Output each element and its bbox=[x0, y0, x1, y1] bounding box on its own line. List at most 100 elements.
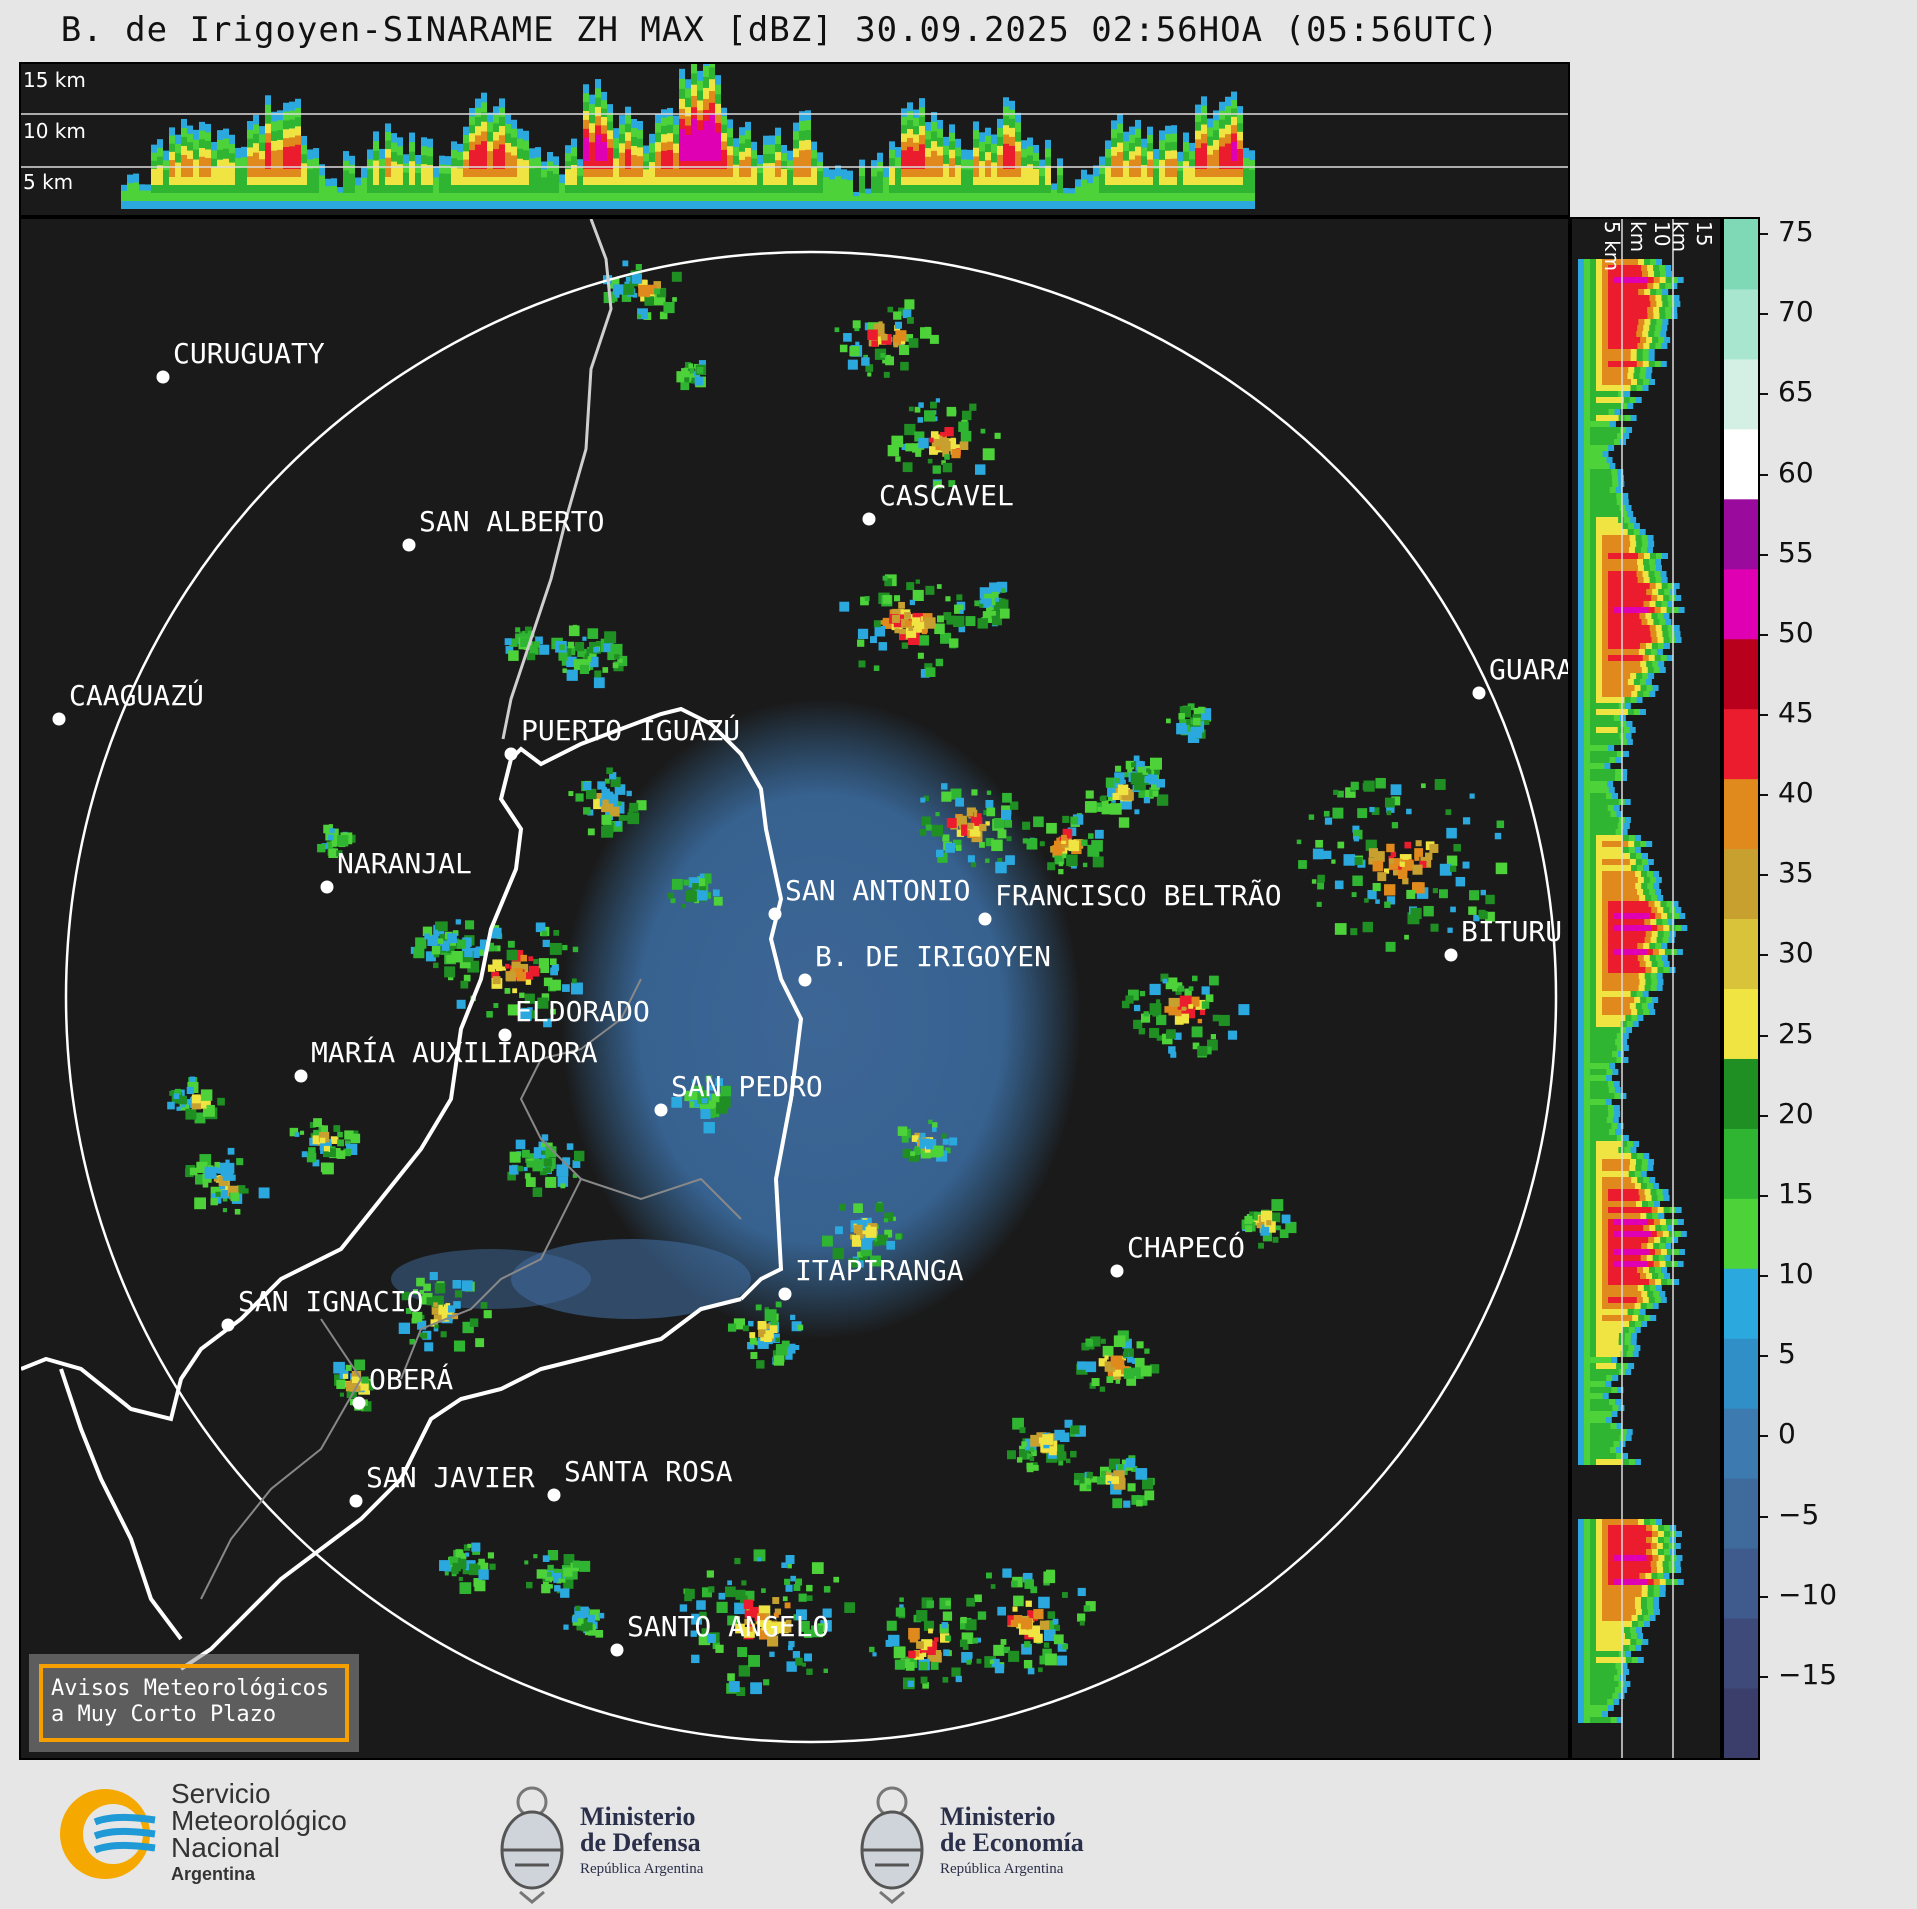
city-dot-icon bbox=[352, 1396, 366, 1410]
colorbar-segment bbox=[1724, 358, 1758, 430]
colorbar-segment bbox=[1724, 498, 1758, 570]
city-label: NARANJAL bbox=[337, 847, 472, 880]
colorbar-segment bbox=[1724, 1338, 1758, 1409]
warning-line-2: a Muy Corto Plazo bbox=[51, 1702, 277, 1727]
city-dot-icon bbox=[654, 1103, 668, 1117]
city-dot-icon bbox=[862, 512, 876, 526]
city-label: SANTA ROSA bbox=[564, 1455, 733, 1488]
city-label: ELDORADO bbox=[515, 995, 650, 1028]
colorbar-tick-label: 55 bbox=[1778, 535, 1814, 569]
smn-emblem-icon bbox=[60, 1789, 156, 1879]
corrientes-border bbox=[59, 1368, 183, 1641]
side-cross-section-echoes bbox=[1578, 219, 1688, 1758]
chart-title: B. de Irigoyen-SINARAME ZH MAX [dBZ] 30.… bbox=[60, 10, 1500, 50]
colorbar-tick-label: 20 bbox=[1778, 1096, 1814, 1130]
colorbar-tick-label: 35 bbox=[1778, 856, 1814, 890]
city-label: OBERÁ bbox=[369, 1363, 454, 1396]
city-label: SAN ALBERTO bbox=[419, 505, 605, 538]
colorbar-segment bbox=[1724, 848, 1758, 920]
colorbar-segment bbox=[1724, 708, 1758, 780]
city-label: PUERTO IGUAZÚ bbox=[521, 714, 741, 747]
city-dot-icon bbox=[320, 880, 334, 894]
city-dot-icon bbox=[1110, 1264, 1124, 1278]
brazil-border bbox=[509, 706, 804, 1301]
side-cross-section-panel: 5 km 10 km 15 km bbox=[1570, 217, 1722, 1760]
side-alt-10km: 10 km bbox=[1626, 221, 1674, 253]
colorbar-segment bbox=[1724, 918, 1758, 989]
city-label: CHAPECÓ bbox=[1127, 1231, 1246, 1264]
colorbar-segment bbox=[1724, 568, 1758, 640]
uruguay-river-border bbox=[179, 1297, 742, 1671]
city-dot-icon bbox=[156, 370, 170, 384]
range-ring bbox=[64, 250, 1558, 1744]
colorbar-tick-label: −5 bbox=[1778, 1497, 1820, 1531]
city-label: CURUGUATY bbox=[173, 337, 325, 370]
city-label: SAN IGNACIO bbox=[238, 1285, 424, 1318]
city-label: B. DE IRIGOYEN bbox=[815, 940, 1052, 973]
colorbar-tick-label: −15 bbox=[1778, 1657, 1838, 1691]
defensa-logo: Ministerio de Defensa República Argentin… bbox=[495, 1780, 703, 1905]
city-dot-icon bbox=[610, 1643, 624, 1657]
colorbar-segment bbox=[1724, 988, 1758, 1059]
city-label: MARÍA AUXILIADORA bbox=[311, 1036, 598, 1069]
colorbar-segment bbox=[1724, 1618, 1758, 1689]
warning-box[interactable]: Avisos Meteorológicos a Muy Corto Plazo bbox=[29, 1654, 359, 1752]
top-cross-section-panel: 15 km 10 km 5 km bbox=[19, 62, 1570, 217]
colorbar-segment bbox=[1724, 1478, 1758, 1549]
radar-map[interactable]: CURUGUATY SAN ALBERTO CAAGUAZÚ PUERTO IGUAZ… bbox=[19, 217, 1570, 1760]
city-label: FRANCISCO BELTRÃO bbox=[995, 879, 1282, 912]
city-label: SANTO ANGELO bbox=[627, 1610, 830, 1643]
smn-line-3: Nacional bbox=[171, 1832, 280, 1863]
defensa-line-1: Ministerio bbox=[580, 1801, 696, 1831]
city-dot-icon bbox=[768, 907, 782, 921]
side-alt-5km: 5 km bbox=[1600, 221, 1624, 272]
city-dot-icon bbox=[349, 1494, 363, 1508]
smn-line-1: Servicio bbox=[171, 1778, 271, 1809]
colorbar-segment bbox=[1724, 1688, 1758, 1759]
city-label: BITURU bbox=[1461, 915, 1563, 948]
city-dot-icon bbox=[778, 1287, 792, 1301]
colorbar-segment bbox=[1724, 1198, 1758, 1269]
colorbar-tick-label: 25 bbox=[1778, 1016, 1814, 1050]
city-label: ITAPIRANGA bbox=[795, 1254, 964, 1287]
smn-line-2: Meteorológico bbox=[171, 1805, 347, 1836]
colorbar-tick-label: 15 bbox=[1778, 1176, 1814, 1210]
city-dot-icon bbox=[978, 912, 992, 926]
storm-cells bbox=[167, 260, 1508, 1697]
side-alt-15km: 15 km bbox=[1668, 221, 1716, 253]
city-dot-icon bbox=[504, 747, 518, 761]
colorbar-tick-label: 0 bbox=[1778, 1417, 1796, 1451]
city-dot-icon bbox=[221, 1318, 235, 1332]
defensa-line-2: de Defensa bbox=[580, 1827, 701, 1857]
city-label: CAAGUAZÚ bbox=[69, 679, 204, 712]
colorbar-segment bbox=[1724, 428, 1758, 500]
city-dot-icon bbox=[547, 1488, 561, 1502]
city-dot-icon bbox=[1472, 686, 1486, 700]
colorbar-ticks: 75 70 65 60 55 50 45 40 35 30 25 20 15 10 5 0 −5 −10 −15 bbox=[1760, 215, 1910, 1760]
top-alt-10km: 10 km bbox=[23, 119, 86, 143]
misiones-west-border bbox=[21, 758, 524, 1422]
city-dot-icon bbox=[52, 712, 66, 726]
city-dot-icon bbox=[1444, 948, 1458, 962]
colorbar-segment bbox=[1724, 1058, 1758, 1129]
colorbar-segment bbox=[1724, 1548, 1758, 1619]
coat-of-arms-icon bbox=[500, 1786, 564, 1904]
top-alt-15km: 15 km bbox=[23, 68, 86, 92]
city-label: SAN JAVIER bbox=[366, 1461, 535, 1494]
city-label: CASCAVEL bbox=[879, 479, 1014, 512]
city-dot-icon bbox=[498, 1028, 512, 1042]
city-label: SAN ANTONIO bbox=[785, 874, 971, 907]
colorbar-segment bbox=[1724, 778, 1758, 850]
colorbar-tick-label: 70 bbox=[1778, 295, 1814, 329]
colorbar-tick-label: 75 bbox=[1778, 215, 1814, 249]
warning-link[interactable]: Avisos Meteorológicos a Muy Corto Plazo bbox=[39, 1664, 349, 1742]
colorbar-segment bbox=[1724, 219, 1758, 290]
coat-of-arms-icon bbox=[860, 1786, 924, 1904]
top-cross-section-echoes bbox=[21, 64, 1568, 210]
city-dot-icon bbox=[294, 1069, 308, 1083]
colorbar-tick-label: 40 bbox=[1778, 776, 1814, 810]
colorbar-tick-label: 10 bbox=[1778, 1257, 1814, 1291]
defensa-line-3: República Argentina bbox=[580, 1860, 704, 1877]
colorbar-tick-label: −10 bbox=[1778, 1577, 1838, 1611]
economia-line-3: República Argentina bbox=[940, 1860, 1064, 1877]
